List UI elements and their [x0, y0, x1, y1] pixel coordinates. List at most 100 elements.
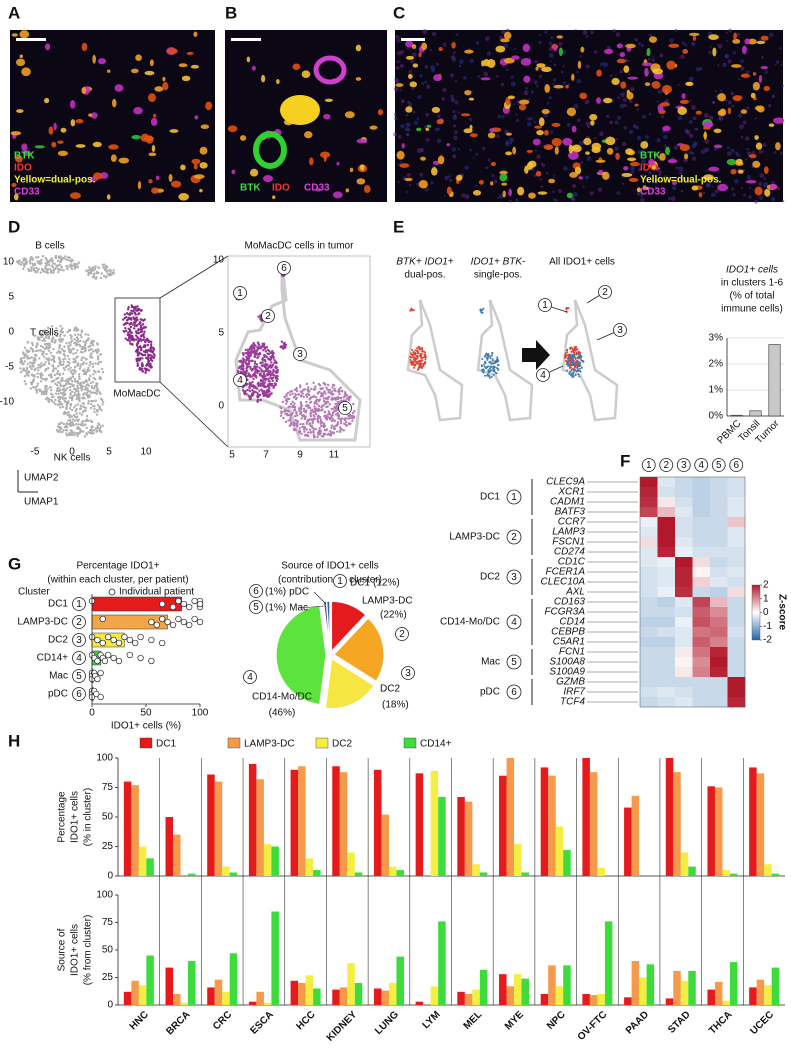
umap-cell: [497, 364, 499, 366]
umap-cell: [56, 372, 58, 374]
umap-cell: [105, 276, 107, 278]
umap-cell: [36, 389, 38, 391]
umap-cell: [131, 306, 133, 308]
category-label: CD14+: [37, 653, 69, 664]
stain: [534, 80, 538, 84]
umap-cell: [73, 406, 75, 408]
umap-cell: [80, 359, 82, 361]
stain: [394, 113, 397, 116]
stain: [412, 52, 417, 57]
cell: [536, 171, 541, 177]
umap-cell: [263, 395, 265, 397]
heatmap-cell: [710, 677, 728, 687]
stain: [663, 135, 668, 140]
umap-cell: [289, 416, 291, 418]
bar: [514, 974, 522, 1005]
umap-cell: [59, 382, 61, 384]
umap-cell: [267, 349, 269, 351]
cell: [21, 67, 30, 76]
cell: [171, 181, 181, 188]
stain: [550, 36, 553, 39]
stain: [640, 198, 644, 202]
cell: [153, 114, 156, 118]
stain: [442, 88, 446, 92]
umap-cell: [254, 366, 256, 368]
umap-cell: [85, 410, 87, 412]
umap-cell: [298, 409, 300, 411]
patient-point: [116, 658, 122, 664]
cell: [182, 76, 190, 82]
umap-cell: [310, 396, 312, 398]
stain: [730, 92, 734, 96]
bar: [131, 785, 139, 876]
stain: [718, 44, 723, 49]
umap-cell: [293, 402, 295, 404]
umap-cell: [89, 345, 91, 347]
slice-label: CD14-Mo/DC: [252, 692, 312, 703]
heatmap-cell: [675, 567, 693, 577]
stain: [657, 100, 659, 102]
umap-cell: [246, 389, 248, 391]
bar: [582, 994, 590, 1005]
umap-cell: [46, 264, 48, 266]
umap-cell: [246, 365, 248, 367]
umap-cell: [260, 382, 262, 384]
umap-cell: [578, 355, 580, 357]
stain: [686, 130, 691, 135]
stain: [459, 59, 464, 64]
slice-label: DC1: [350, 578, 370, 589]
umap-cell: [317, 410, 319, 412]
umap-cell: [64, 389, 66, 391]
patient-point: [138, 634, 144, 640]
umap-cell: [24, 347, 26, 349]
umap-cell: [135, 338, 137, 340]
umap-cell: [127, 331, 129, 333]
bar: [541, 994, 549, 1005]
umap-cell: [146, 368, 148, 370]
bar: [472, 864, 480, 876]
stain: [397, 51, 402, 56]
umap-cell: [318, 390, 320, 392]
heatmap-cell: [658, 697, 676, 707]
umap-cell: [52, 364, 54, 366]
umap-cell: [70, 415, 72, 417]
bar: [340, 772, 348, 876]
stain: [761, 56, 764, 59]
umap-cell: [85, 358, 87, 360]
umap-cell: [55, 265, 57, 267]
cell: [764, 189, 770, 197]
stain: [459, 65, 462, 68]
stain: [606, 115, 609, 118]
patient-point: [186, 604, 192, 610]
stain: [407, 173, 411, 177]
stain: [779, 47, 781, 49]
umap-cell: [305, 405, 307, 407]
umap-cell: [72, 361, 74, 363]
umap-cell: [275, 367, 277, 369]
stain: [616, 32, 621, 37]
cell: [580, 47, 584, 53]
heatmap-cell: [710, 607, 728, 617]
umap-cell: [83, 402, 85, 404]
umap-cell: [84, 435, 86, 437]
heatmap-cell: [693, 537, 711, 547]
umap-cell: [330, 408, 332, 410]
stain: [772, 95, 776, 99]
cell: [205, 101, 212, 110]
cell: [730, 169, 736, 174]
stain: [469, 118, 472, 121]
umap-cell: [287, 410, 289, 412]
panel-title: MoMacDC cells in tumor: [245, 241, 355, 252]
umap-cell: [135, 306, 137, 308]
umap-cell: [310, 401, 312, 403]
umap-cell: [22, 363, 24, 365]
umap-cell: [40, 362, 42, 364]
stain-label: IDO: [640, 163, 658, 174]
umap-cell: [293, 396, 295, 398]
umap-cell: [254, 360, 256, 362]
umap-cell: [97, 370, 99, 372]
chart-title: (% of total: [729, 291, 774, 302]
umap-cell: [56, 387, 58, 389]
cell: [611, 78, 619, 85]
umap-cell: [307, 386, 309, 388]
